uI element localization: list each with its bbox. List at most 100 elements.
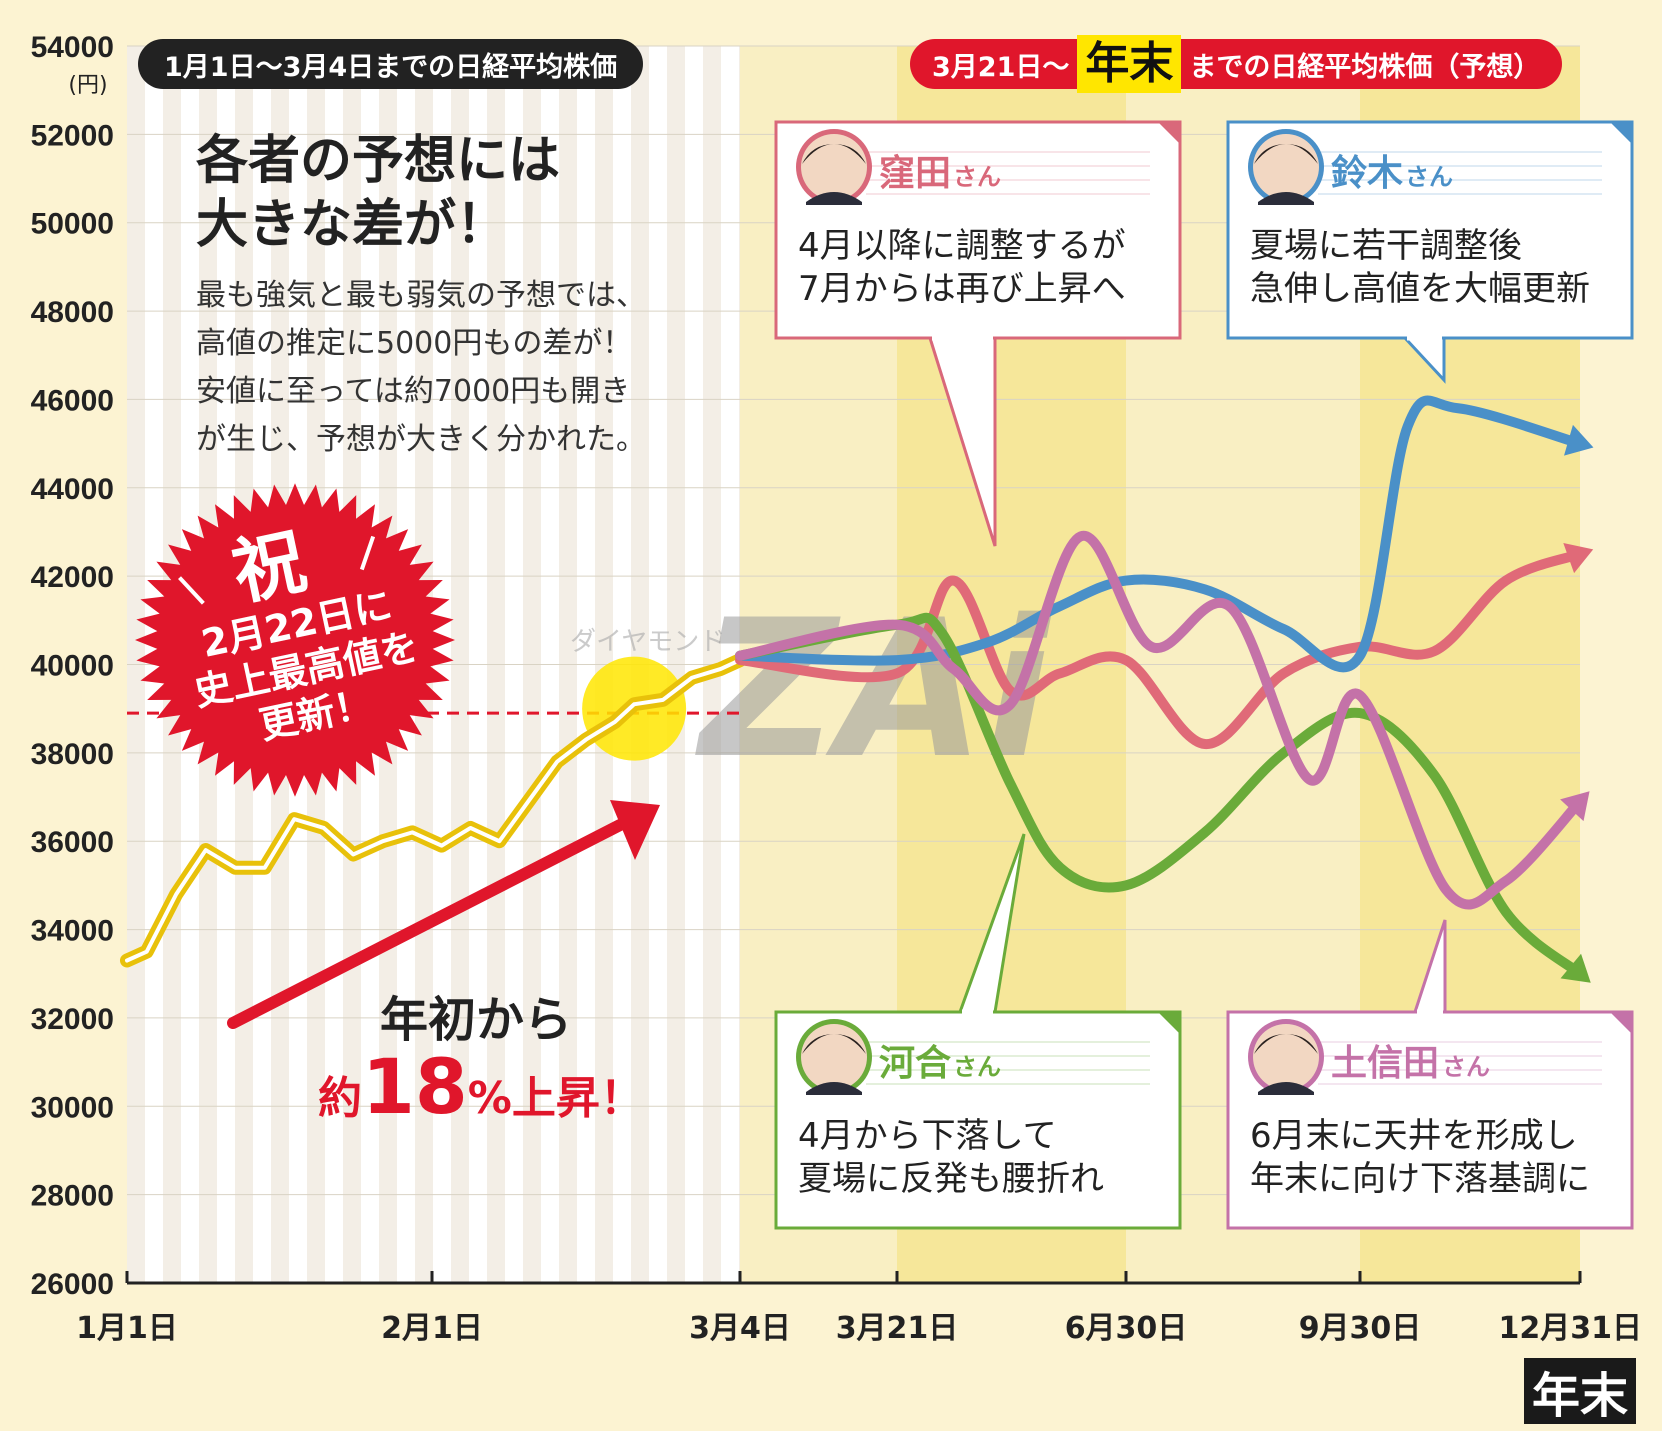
burst-slash-left <box>178 576 205 605</box>
headline-title-line2: 大きな差が！ <box>196 194 509 255</box>
callout-name: 河合 <box>879 1043 951 1084</box>
x-tick-label: 6月30日 <box>1065 1311 1188 1346</box>
callout-name: 鈴木 <box>1331 153 1403 194</box>
watermark-logo-text: ZAi <box>695 579 1053 800</box>
y-tick-label: 52000 <box>31 119 114 152</box>
y-tick-label: 32000 <box>31 1003 114 1036</box>
callout-corner <box>1158 122 1180 144</box>
celebration-burst <box>135 483 455 797</box>
y-tick-label: 34000 <box>31 915 114 948</box>
x-tick-label: 3月4日 <box>689 1311 791 1346</box>
right-banner-prefix: 3月21日〜 <box>932 51 1070 83</box>
x-tick-label: 3月21日 <box>836 1311 959 1346</box>
left-banner-text: 1月1日〜3月4日までの日経平均株価 <box>164 51 618 83</box>
series-line-kawai <box>735 612 1585 979</box>
headline-body-3: 安値に至っては約7000円も開き <box>196 374 631 409</box>
avatar-hair <box>802 144 866 164</box>
y-unit-label: (円) <box>68 73 107 98</box>
series-line-toshida <box>735 531 1585 910</box>
x-tick-label: 12月31日 <box>1499 1311 1643 1346</box>
y-tick-label: 50000 <box>31 208 114 241</box>
y-tick-label: 36000 <box>31 826 114 859</box>
y-tick-label: 42000 <box>31 561 114 594</box>
avatar-hair <box>802 1034 866 1054</box>
avatar-hair <box>1254 1034 1318 1054</box>
y-tick-label: 26000 <box>31 1268 114 1301</box>
avatar-suit <box>1258 1082 1314 1095</box>
callout-line2: 7月からは再び上昇へ <box>798 269 1126 309</box>
callout-name-suffix: さん <box>1442 1053 1490 1081</box>
right-banner-suffix: までの日経平均株価（予想） <box>1189 51 1541 83</box>
y-tick-label: 54000 <box>31 31 114 64</box>
callout-line2: 年末に向け下落基調に <box>1250 1159 1590 1199</box>
year-end-badge-text: 年末 <box>1531 1368 1628 1424</box>
rise-note-number: 18 <box>362 1042 468 1131</box>
y-tick-label: 40000 <box>31 650 114 683</box>
callout-name-suffix: さん <box>953 163 1001 191</box>
callout-corner <box>1610 1012 1632 1034</box>
rise-note-line1: 年初から <box>380 992 573 1048</box>
series-arrowhead-kubota <box>1563 543 1594 574</box>
avatar <box>1253 1024 1319 1090</box>
callout-line1: 夏場に若干調整後 <box>1250 226 1522 266</box>
headline-body-1: 最も強気と最も弱気の予想では、 <box>196 278 646 313</box>
avatar <box>1253 134 1319 200</box>
rise-note-pre: 約 <box>318 1073 362 1124</box>
y-tick-label: 46000 <box>31 384 114 417</box>
rise-note-line2: 約18%上昇！ <box>318 1042 644 1131</box>
x-tick-label: 1月1日 <box>76 1311 178 1346</box>
callout-line2: 急伸し高値を大幅更新 <box>1250 269 1590 309</box>
watermark: ダイヤモンド ZAi <box>570 579 1053 800</box>
axes: 54000 52000 50000 48000 46000 44000 42000 40000… <box>31 31 1642 1346</box>
x-tick-label: 9月30日 <box>1299 1311 1422 1346</box>
year-end-badge: 年末 <box>1524 1358 1636 1424</box>
headline-body-4: が生じ、予想が大きく分かれた。 <box>196 422 646 457</box>
x-tick-label: 2月1日 <box>381 1311 483 1346</box>
callout-line1: 4月から下落して <box>798 1116 1057 1156</box>
y-tick-label: 28000 <box>31 1180 114 1213</box>
y-tick-label: 30000 <box>31 1091 114 1124</box>
avatar-hair <box>1254 144 1318 164</box>
rise-arrow-head <box>610 800 660 860</box>
series-lines <box>120 395 1594 983</box>
callout-name: 土信田 <box>1331 1043 1439 1084</box>
callout-corner <box>1158 1012 1180 1034</box>
avatar-suit <box>806 192 862 205</box>
avatar-suit <box>1258 192 1314 205</box>
callout-name: 窪田 <box>879 153 951 194</box>
series-arrowhead-suzuki <box>1564 424 1594 456</box>
avatar <box>801 134 867 200</box>
callout-name-suffix: さん <box>953 1053 1001 1081</box>
callout-line1: 4月以降に調整するが <box>798 226 1126 266</box>
series-arrowhead-toshida <box>1560 791 1590 822</box>
rise-arrow-shaft <box>227 819 626 1029</box>
callout-line1: 6月末に天井を形成し <box>1250 1116 1578 1156</box>
headline-title-line1: 各者の予想には <box>196 130 561 191</box>
avatar-suit <box>806 1082 862 1095</box>
series-arrowhead-kawai <box>1560 953 1591 983</box>
y-tick-label: 48000 <box>31 296 114 329</box>
callout-name-suffix: さん <box>1405 163 1453 191</box>
right-banner-highlight: 年末 <box>1077 35 1182 93</box>
y-tick-label: 38000 <box>31 738 114 771</box>
left-banner: 1月1日〜3月4日までの日経平均株価 <box>138 39 644 89</box>
rise-note-post: %上昇！ <box>467 1073 644 1124</box>
callout-corner <box>1610 122 1632 144</box>
series-line-kubota <box>735 549 1585 750</box>
burst-kanji: 祝 <box>225 517 313 615</box>
headline-body-2: 高値の推定に5000円もの差が！ <box>196 326 633 361</box>
series-line-actual-inner <box>125 658 742 963</box>
avatar <box>801 1024 867 1090</box>
y-tick-label: 44000 <box>31 473 114 506</box>
burst-slash-right <box>359 535 376 571</box>
callout-line2: 夏場に反発も腰折れ <box>798 1159 1104 1199</box>
right-banner: 3月21日〜 年末 までの日経平均株価（予想） <box>910 35 1563 93</box>
watermark-small-text: ダイヤモンド <box>570 627 725 657</box>
